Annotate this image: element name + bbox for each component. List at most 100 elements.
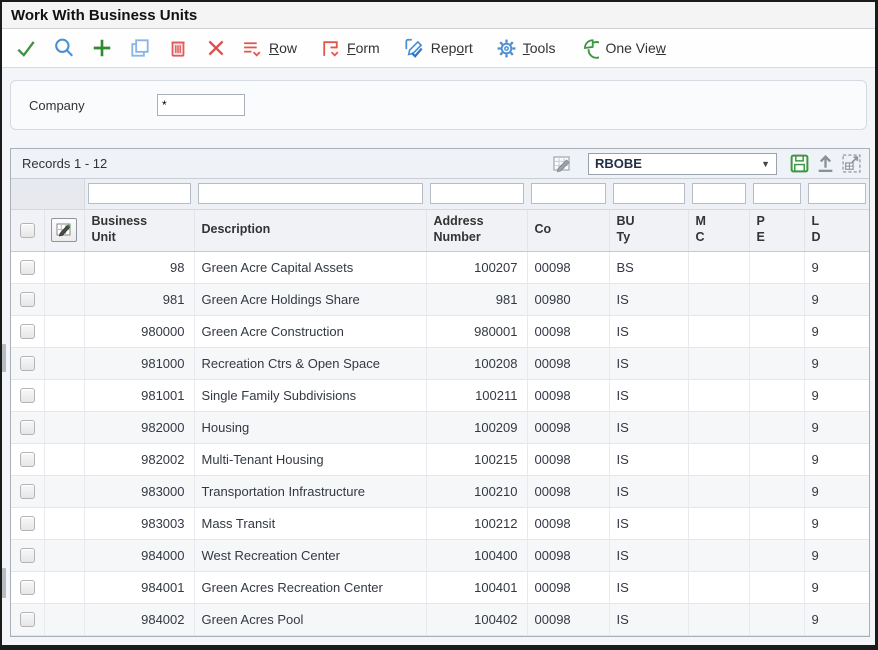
col-header-bu-ty[interactable]: BU Ty (609, 209, 689, 252)
delete-button[interactable] (166, 36, 190, 60)
table-row[interactable]: 984002 Green Acres Pool 100402 00098 IS 9 (11, 603, 869, 636)
report-menu[interactable]: Report (403, 37, 473, 59)
filter-pe[interactable] (752, 183, 801, 205)
cell-description: Transportation Infrastructure (194, 475, 427, 508)
row-checkbox[interactable] (19, 356, 35, 372)
page-title: Work With Business Units (11, 6, 198, 24)
cell-mc (688, 347, 750, 380)
cell-pe (749, 443, 805, 476)
export-grid-button[interactable] (814, 153, 837, 175)
cell-address-number: 100212 (426, 507, 528, 540)
col-header-pe[interactable]: P E (749, 209, 805, 252)
row-checkbox[interactable] (19, 484, 35, 500)
cell-mc (688, 443, 750, 476)
table-row[interactable]: 984000 West Recreation Center 100400 00098 I… (11, 539, 869, 572)
filter-description[interactable] (197, 183, 423, 205)
find-button[interactable] (52, 36, 76, 60)
cell-address-number: 100211 (426, 379, 528, 412)
cell-mc (688, 379, 750, 412)
filter-address-number[interactable] (429, 183, 524, 205)
row-checkbox[interactable] (19, 420, 35, 436)
titlebar: Work With Business Units (2, 2, 875, 29)
filter-bu-ty[interactable] (612, 183, 685, 205)
grid-header-row: Business Unit Description Address Number… (11, 209, 869, 252)
col-header-ld[interactable]: L D (804, 209, 869, 252)
table-row[interactable]: 981000 Recreation Ctrs & Open Space 100208… (11, 347, 869, 380)
table-row[interactable]: 983003 Mass Transit 100212 00098 IS 9 (11, 507, 869, 540)
close-button[interactable] (204, 36, 228, 60)
cell-ld: 9 (804, 347, 869, 380)
company-input[interactable] (157, 94, 245, 116)
cell-pe (749, 315, 805, 348)
row-checkbox[interactable] (19, 452, 35, 468)
col-header-co[interactable]: Co (527, 209, 610, 252)
cell-description: Multi-Tenant Housing (194, 443, 427, 476)
attachments-column-button[interactable] (51, 218, 77, 242)
table-row[interactable]: 980000 Green Acre Construction 980001 00098… (11, 315, 869, 348)
copy-button[interactable] (128, 36, 152, 60)
col-header-description[interactable]: Description (194, 209, 427, 252)
cell-co: 00098 (527, 475, 610, 508)
cell-description: Green Acres Recreation Center (194, 571, 427, 604)
row-checkbox[interactable] (19, 260, 35, 276)
row-checkbox[interactable] (19, 388, 35, 404)
cell-co: 00098 (527, 315, 610, 348)
cell-bu: 984000 (84, 539, 195, 572)
row-attachment-cell (44, 379, 85, 412)
cell-mc (688, 251, 750, 284)
grid-format-select[interactable]: RBOBE ▼ (588, 152, 777, 175)
table-row[interactable]: 981001 Single Family Subdivisions 100211 00… (11, 379, 869, 412)
form-menu[interactable]: Form (320, 38, 380, 59)
select-all-checkbox[interactable] (19, 222, 35, 238)
cell-address-number: 100402 (426, 603, 528, 636)
gear-icon (496, 38, 523, 59)
cell-co: 00980 (527, 283, 610, 316)
header-form: Company (10, 80, 867, 130)
filter-ld[interactable] (807, 183, 866, 205)
filter-row (11, 179, 869, 210)
cell-pe (749, 347, 805, 380)
cell-address-number: 980001 (426, 315, 528, 348)
row-checkbox[interactable] (19, 580, 35, 596)
row-checkbox[interactable] (19, 612, 35, 628)
grid-format-value: RBOBE (595, 156, 642, 171)
cell-pe (749, 603, 805, 636)
row-menu[interactable]: Row (242, 38, 297, 59)
form-menu-label: Form (347, 40, 380, 56)
cell-co: 00098 (527, 411, 610, 444)
table-row[interactable]: 98 Green Acre Capital Assets 100207 00098 BS… (11, 251, 869, 284)
cell-address-number: 100210 (426, 475, 528, 508)
row-checkbox[interactable] (19, 292, 35, 308)
cell-pe (749, 411, 805, 444)
filter-mc[interactable] (691, 183, 746, 205)
save-grid-format-button[interactable] (788, 153, 811, 175)
row-checkbox[interactable] (19, 548, 35, 564)
table-row[interactable]: 981 Green Acre Holdings Share 981 00980 IS 9 (11, 283, 869, 316)
cell-address-number: 100207 (426, 251, 528, 284)
left-panel-handle[interactable] (2, 568, 6, 598)
row-checkbox[interactable] (19, 324, 35, 340)
expand-grid-button[interactable] (840, 153, 863, 175)
table-row[interactable]: 982000 Housing 100209 00098 IS 9 (11, 411, 869, 444)
customize-grid-button[interactable] (552, 153, 576, 175)
filter-co[interactable] (530, 183, 606, 205)
col-header-mc[interactable]: M C (688, 209, 750, 252)
table-row[interactable]: 983000 Transportation Infrastructure 10021… (11, 475, 869, 508)
col-header-business-unit[interactable]: Business Unit (84, 209, 195, 252)
close-icon (205, 37, 227, 59)
add-button[interactable] (90, 36, 114, 60)
row-attachment-cell (44, 443, 85, 476)
copy-icon (129, 37, 151, 59)
tools-menu[interactable]: Tools (496, 38, 555, 59)
one-view-menu[interactable]: One View (578, 38, 666, 59)
left-panel-handle[interactable] (2, 344, 6, 372)
select-button[interactable] (14, 36, 38, 60)
row-checkbox[interactable] (19, 516, 35, 532)
cell-address-number: 100215 (426, 443, 528, 476)
filter-business-unit[interactable] (88, 183, 191, 205)
cell-mc (688, 475, 750, 508)
col-header-address-number[interactable]: Address Number (426, 209, 528, 252)
table-row[interactable]: 982002 Multi-Tenant Housing 100215 00098 IS 9 (11, 443, 869, 476)
table-row[interactable]: 984001 Green Acres Recreation Center 10040… (11, 571, 869, 604)
